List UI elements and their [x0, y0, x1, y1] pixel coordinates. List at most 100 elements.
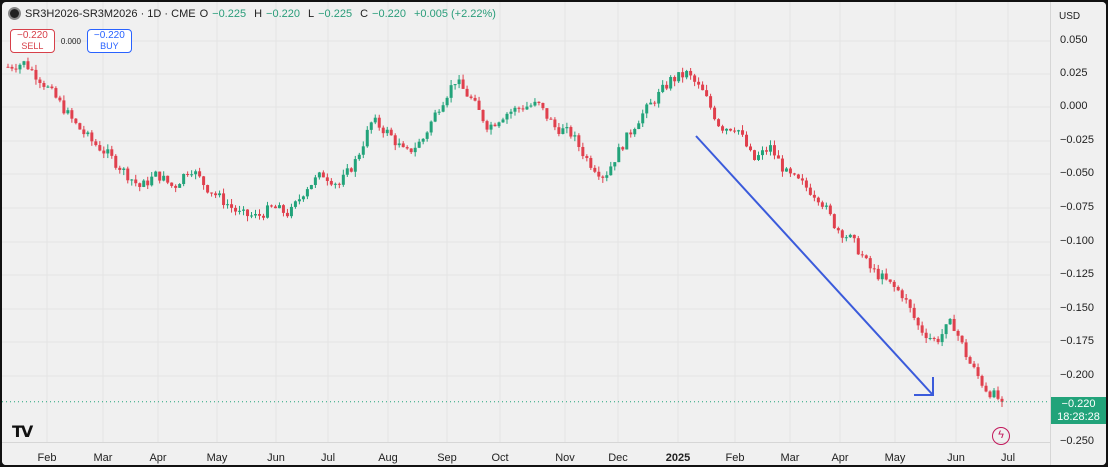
candle-body	[641, 113, 645, 124]
currency-label[interactable]: USD	[1059, 11, 1081, 22]
candle-body	[445, 97, 449, 106]
time-tick-label: Oct	[491, 452, 509, 464]
candle-body	[549, 118, 553, 120]
candle-body	[784, 168, 788, 172]
candle-body	[980, 375, 984, 386]
candle-body	[776, 155, 780, 159]
time-tick-label: Feb	[725, 452, 745, 464]
price-tick-label: 0.000	[1060, 100, 1088, 112]
price-tick-label: −0.200	[1060, 369, 1094, 381]
candle-body	[828, 205, 832, 215]
candle-body	[876, 268, 880, 280]
candle-body	[301, 196, 305, 200]
candle-body	[760, 150, 764, 156]
candle-body	[868, 258, 872, 269]
candle-body	[721, 126, 725, 131]
sell-button[interactable]: −0.220 SELL	[10, 29, 55, 53]
candle-body	[166, 175, 170, 183]
candle-body	[333, 183, 337, 185]
candle-body	[517, 107, 521, 109]
candle-body	[457, 79, 461, 85]
candle-body	[968, 357, 972, 364]
price-tick-label: 0.025	[1060, 67, 1088, 79]
time-tick-label: Jul	[1000, 452, 1016, 464]
chart-pane[interactable]	[2, 2, 1050, 442]
candle-body	[6, 66, 10, 68]
time-axis[interactable]: Feb Mar Apr May Jun Jul Aug Sep Oct Nov Dec 2025 Feb…	[2, 442, 1050, 465]
candle-body	[701, 84, 705, 91]
candle-body	[425, 132, 429, 139]
candle-body	[202, 176, 206, 186]
candle-body	[988, 391, 992, 398]
candle-body	[269, 205, 273, 207]
candle-body	[98, 145, 102, 151]
candle-body	[888, 279, 892, 282]
candle-body	[505, 113, 509, 120]
candle-body	[122, 168, 126, 170]
candle-body	[10, 66, 14, 69]
price-tick-label: −0.025	[1060, 134, 1094, 146]
lightning-icon[interactable]: ϟ	[992, 427, 1010, 445]
symbol-title[interactable]: SR3H2026-SR3M2026 · 1D · CME	[25, 7, 196, 20]
time-tick-label: May	[884, 452, 906, 464]
time-tick-label: Jun	[267, 452, 285, 464]
candle-body	[361, 146, 365, 155]
trend-arrow-line[interactable]	[695, 135, 933, 395]
buy-label: BUY	[100, 41, 119, 51]
candle-body	[250, 215, 254, 217]
time-tick-label: 2025	[665, 452, 691, 464]
price-chart[interactable]	[2, 2, 1050, 442]
candle-body	[254, 214, 258, 216]
candle-body	[796, 174, 800, 179]
time-tick-label: Apr	[149, 452, 167, 464]
candle-body	[345, 168, 349, 175]
candle-body	[597, 171, 601, 177]
candle-body	[373, 117, 377, 123]
candle-body	[633, 129, 637, 135]
candle-body	[513, 107, 517, 112]
candle-body	[26, 61, 30, 70]
candle-body	[349, 168, 353, 172]
time-tick-label: Mar	[93, 452, 113, 464]
candle-body	[840, 230, 844, 238]
price-axis[interactable]: USD 0.050 0.025 0.000 −0.025 −0.050 −0.075 −0.…	[1050, 2, 1106, 465]
buy-button[interactable]: −0.220 BUY	[86, 29, 132, 53]
candle-body	[90, 132, 94, 142]
candle-body	[565, 127, 569, 129]
candle-body	[66, 110, 70, 114]
candle-body	[705, 90, 709, 97]
candle-body	[190, 174, 194, 176]
candle-body	[325, 177, 329, 181]
candle-body	[214, 193, 218, 196]
candle-body	[38, 79, 42, 84]
candle-body	[138, 183, 142, 187]
candle-body	[800, 178, 804, 181]
symbol-header: SR3H2026-SR3M2026 · 1D · CME O −0.225 H −0…	[8, 7, 500, 20]
candle-body	[321, 172, 325, 178]
candle-body	[58, 97, 62, 101]
candle-body	[198, 171, 202, 177]
candle-body	[70, 110, 74, 119]
open-value: −0.225	[212, 7, 247, 20]
price-tick-label: 0.050	[1060, 34, 1088, 46]
candle-body	[174, 185, 178, 188]
candle-body	[844, 237, 848, 239]
candle-body	[170, 182, 174, 186]
tradingview-logo-icon[interactable]: 𝗧𝗩	[12, 424, 33, 441]
candle-body	[218, 193, 222, 196]
candle-body	[920, 325, 924, 333]
price-tick-label: −0.050	[1060, 167, 1094, 179]
candle-body	[601, 176, 605, 178]
candle-body	[369, 122, 373, 130]
candle-body	[429, 121, 433, 133]
candle-body	[186, 173, 190, 175]
candle-body	[836, 228, 840, 231]
candle-body	[665, 84, 669, 89]
candle-body	[972, 363, 976, 368]
candle-body	[900, 290, 904, 299]
candle-body	[126, 168, 130, 181]
candle-body	[489, 124, 493, 130]
candle-body	[541, 102, 545, 109]
candle-body	[86, 132, 90, 135]
candle-body	[230, 204, 234, 208]
